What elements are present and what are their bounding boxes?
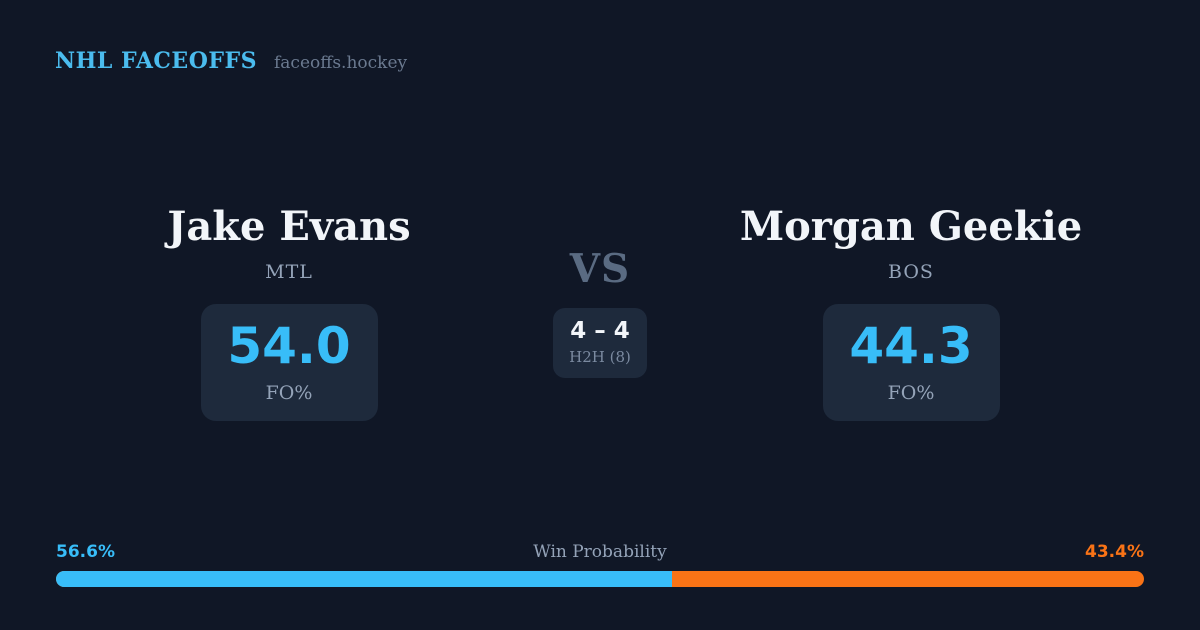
player1-win-bar-fill	[56, 571, 672, 587]
site-url: faceoffs.hockey	[274, 53, 408, 73]
player1-stat-card: 54.0 FO%	[200, 304, 378, 421]
header: NHL FACEOFFS faceoffs.hockey	[55, 48, 407, 74]
versus-column: VS 4 – 4 H2H (8)	[500, 250, 700, 378]
player2-column: Morgan Geekie BOS 44.3 FO%	[701, 205, 1121, 421]
player1-team: MTL	[265, 261, 313, 283]
player2-win-pct: 43.4%	[1085, 542, 1144, 562]
player1-win-pct: 56.6%	[56, 542, 115, 562]
player1-name: Jake Evans	[167, 203, 411, 250]
h2h-label: H2H (8)	[569, 348, 631, 366]
win-probability-title: Win Probability	[533, 542, 667, 562]
win-probability-section: 56.6% Win Probability 43.4%	[56, 542, 1144, 587]
player1-stat-label: FO%	[265, 382, 313, 404]
h2h-score: 4 – 4	[570, 318, 630, 344]
brand-title: NHL FACEOFFS	[55, 48, 257, 74]
player1-faceoff-pct: 54.0	[227, 317, 351, 375]
h2h-card: 4 – 4 H2H (8)	[553, 308, 647, 378]
player2-stat-card: 44.3 FO%	[822, 304, 1000, 421]
win-probability-labels: 56.6% Win Probability 43.4%	[56, 542, 1144, 562]
player2-stat-label: FO%	[887, 382, 935, 404]
player2-name: Morgan Geekie	[739, 203, 1083, 250]
win-probability-bar	[56, 571, 1144, 587]
vs-label: VS	[569, 246, 631, 292]
player1-column: Jake Evans MTL 54.0 FO%	[79, 205, 499, 421]
player2-faceoff-pct: 44.3	[849, 317, 973, 375]
player2-team: BOS	[888, 261, 934, 283]
